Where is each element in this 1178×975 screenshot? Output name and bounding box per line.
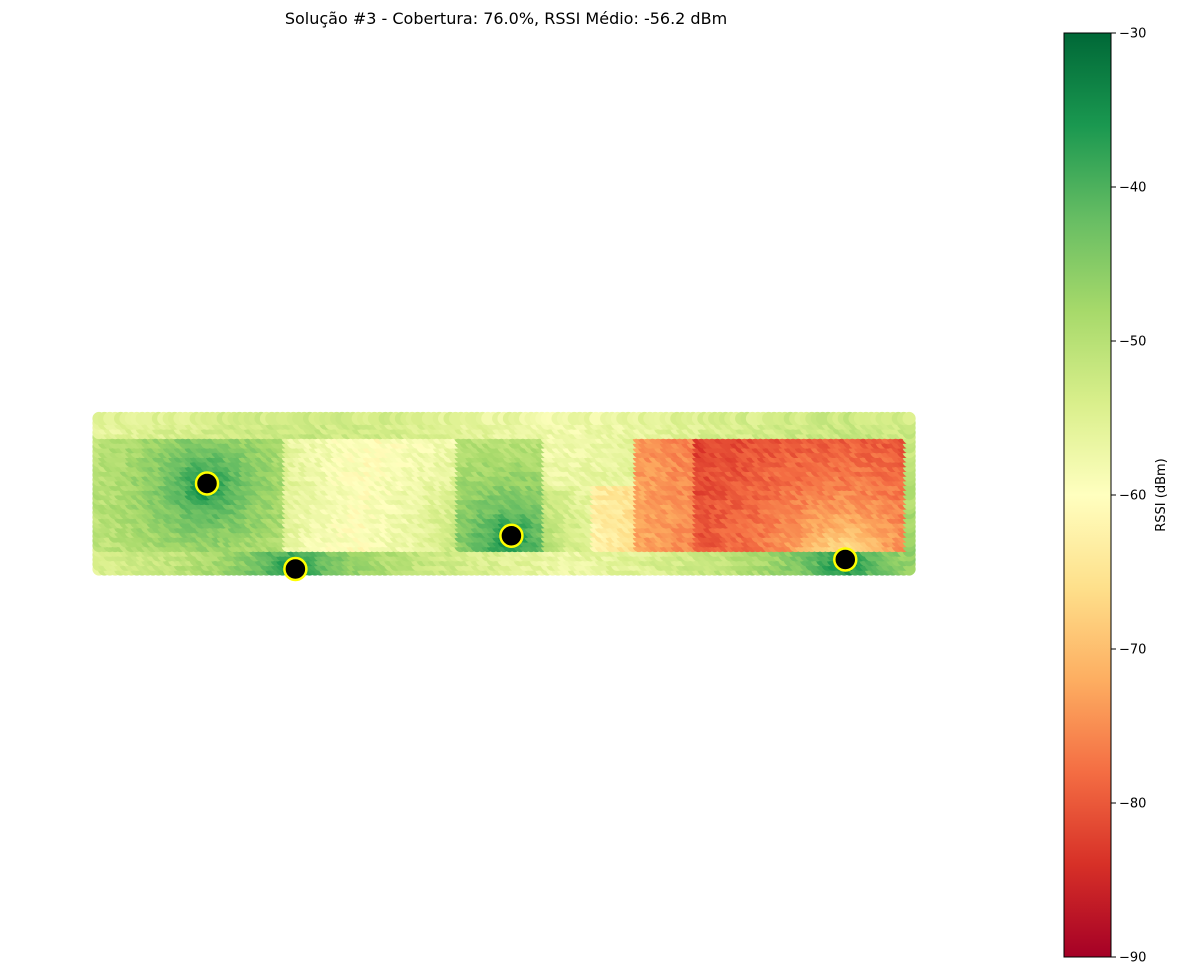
colorbar-tick-label: −30 bbox=[1119, 27, 1146, 42]
colorbar-tick-label: −50 bbox=[1119, 335, 1146, 350]
colorbar-ticks: −30−40−50−60−70−80−90 bbox=[1111, 27, 1146, 966]
rssi-sample-point bbox=[902, 411, 916, 426]
access-point-marker bbox=[833, 547, 858, 572]
access-point-marker bbox=[194, 471, 220, 496]
colorbar bbox=[1063, 32, 1112, 958]
access-points bbox=[194, 471, 858, 582]
colorbar-tick-label: −40 bbox=[1119, 181, 1146, 196]
access-point-marker bbox=[283, 556, 308, 582]
access-point-marker bbox=[499, 523, 524, 548]
rssi-heatmap bbox=[92, 411, 916, 576]
chart-title: Solução #3 - Cobertura: 76.0%, RSSI Médi… bbox=[285, 9, 727, 28]
